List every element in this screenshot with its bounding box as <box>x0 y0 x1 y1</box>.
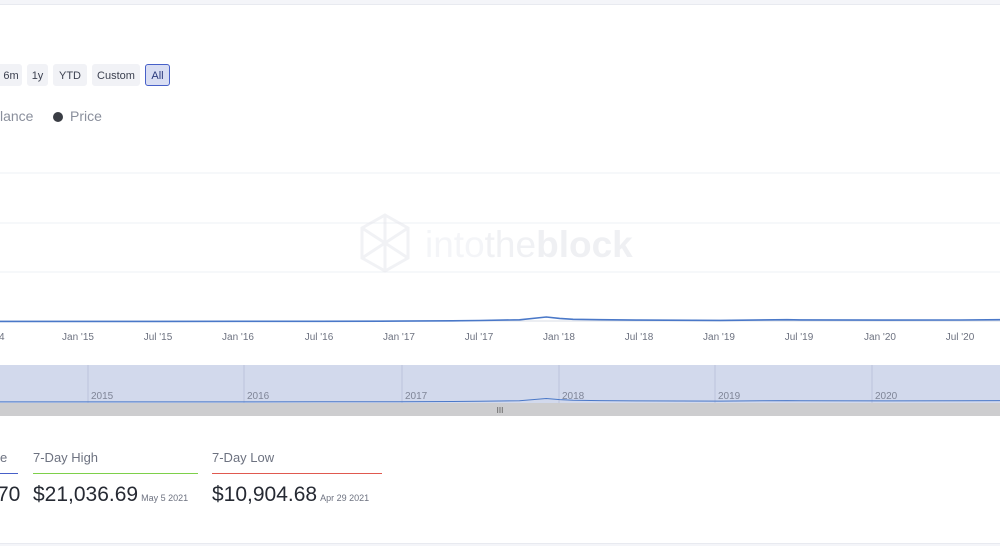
watermark: intotheblock <box>360 213 633 273</box>
x-tick-label: Jul '20 <box>946 332 975 343</box>
legend-label-price: Price <box>70 108 102 124</box>
stat-current-label: e <box>0 450 8 465</box>
navigator-year-label: 2019 <box>718 391 741 402</box>
x-tick-label: Jan '15 <box>62 332 94 343</box>
navigator-year-label: 2016 <box>247 391 270 402</box>
stat-7-day-high-value: $21,036.69 May 5 2021 <box>33 483 189 506</box>
x-tick-label: Jul '17 <box>465 332 494 343</box>
watermark-text: intotheblock <box>425 224 633 265</box>
x-axis: '14 Jan '15 Jul '15 Jan '16 Jul '16 Jan '17 Ju… <box>0 332 975 343</box>
range-button-all[interactable]: All <box>145 64 170 86</box>
range-button-custom[interactable]: Custom <box>92 64 140 86</box>
stat-7-day-high-date: May 5 2021 <box>141 493 189 503</box>
navigator-year-label: 2018 <box>562 391 585 402</box>
scrollbar-grip-icon: III <box>497 406 504 415</box>
x-tick-label: Jan '18 <box>543 332 575 343</box>
navigator-year-label: 2017 <box>405 391 428 402</box>
series-layer <box>0 316 1000 323</box>
price-series-line <box>0 316 1000 323</box>
stat-7-day-low-date: Apr 29 2021 <box>320 493 370 503</box>
x-tick-label: Jul '19 <box>785 332 814 343</box>
stat-7-day-high-underline <box>33 473 198 474</box>
stat-7-day-high: 7-Day High $21,036.69 May 5 2021 <box>33 446 198 516</box>
x-tick-label: Jul '16 <box>305 332 334 343</box>
x-tick-label: Jan '16 <box>222 332 254 343</box>
intotheblock-logo-icon <box>360 213 410 273</box>
navigator-series-line <box>0 397 1000 403</box>
stat-7-day-low-underline <box>212 473 382 474</box>
navigator-year-label: 2015 <box>91 391 114 402</box>
stat-7-day-low-label: 7-Day Low <box>212 450 275 465</box>
legend-label-balance: lance <box>0 108 34 124</box>
range-button-1y[interactable]: 1y <box>27 64 48 86</box>
chart-card <box>0 4 1000 544</box>
price-dot-icon <box>53 112 63 122</box>
stat-current-value: 70 <box>0 483 21 506</box>
legend-item-balance[interactable]: lance <box>0 108 33 124</box>
stat-current: e 70 <box>0 446 21 516</box>
x-tick-label: Jan '20 <box>864 332 896 343</box>
stat-7-day-low: 7-Day Low $10,904.68 Apr 29 2021 <box>212 446 382 516</box>
range-button-6m[interactable]: 6m <box>0 64 22 86</box>
range-button-ytd[interactable]: YTD <box>53 64 87 86</box>
legend-item-price[interactable]: Price <box>53 108 102 124</box>
navigator-scrollbar <box>0 403 1000 416</box>
x-tick-label: '14 <box>0 332 5 343</box>
navigator-year-label: 2020 <box>875 391 898 402</box>
x-tick-label: Jan '17 <box>383 332 415 343</box>
price-chart: intotheblock '14 Jan '15 Jul '15 Jan '16 Jul… <box>0 172 1000 416</box>
x-tick-label: Jan '19 <box>703 332 735 343</box>
navigator[interactable]: 2015 2016 2017 2018 2019 2020 III <box>0 365 1000 416</box>
stat-7-day-high-label: 7-Day High <box>33 450 99 465</box>
x-tick-label: Jul '18 <box>625 332 654 343</box>
stat-7-day-low-value: $10,904.68 Apr 29 2021 <box>212 483 370 506</box>
stat-current-underline <box>0 473 18 474</box>
navigator-background <box>0 365 1000 403</box>
x-tick-label: Jul '15 <box>144 332 173 343</box>
